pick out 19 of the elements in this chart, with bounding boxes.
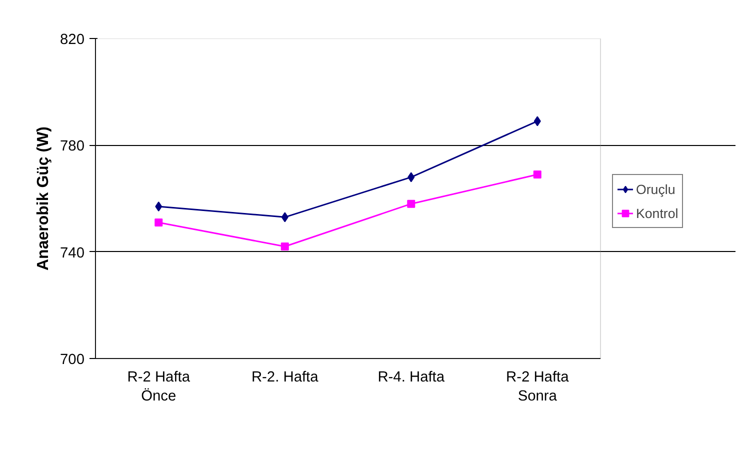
- point: [407, 200, 416, 208]
- point: [280, 242, 289, 250]
- x-tick-label: R-2 Hafta Sonra: [506, 370, 570, 405]
- point: [408, 172, 415, 182]
- point: [534, 116, 541, 126]
- y-tick-label: 740: [60, 245, 85, 262]
- y-tick-label: 820: [60, 32, 85, 48]
- x-tick-label: R-2 Hafta Önce: [127, 370, 191, 405]
- point: [281, 212, 288, 222]
- legend-label: Oruçlu: [636, 182, 676, 196]
- point: [154, 218, 163, 226]
- point: [155, 202, 162, 212]
- point: [533, 170, 542, 178]
- y-tick-label: 780: [60, 138, 85, 155]
- legend-label: Kontrol: [636, 206, 678, 220]
- x-tick-label: R-4. Hafta: [378, 370, 446, 386]
- x-tick-label: R-2. Hafta: [251, 370, 320, 386]
- y-axis-title: Anaerobik Güç (W): [35, 126, 52, 271]
- y-tick-label: 700: [60, 352, 85, 368]
